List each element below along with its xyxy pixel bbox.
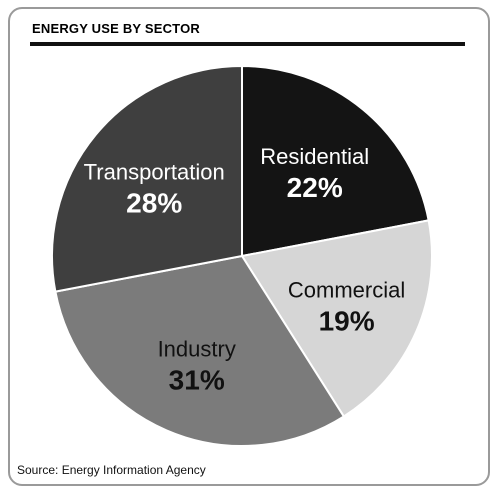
pie-slice-industry [54,255,345,447]
slice-value-industry: 31% [169,365,225,396]
slice-value-residential: 22% [287,172,343,203]
chart-title: ENERGY USE BY SECTOR [32,21,200,36]
pie-labels: Residential 22% Commercial 19% Industry 31% Tr… [84,144,406,395]
slice-value-commercial: 19% [319,305,375,336]
pie-slices [51,65,433,447]
title-rule [30,42,465,46]
slice-label-transportation: Transportation [84,159,225,184]
pie-slice-residential [241,65,430,257]
slice-label-commercial: Commercial [288,277,405,302]
source-note: Source: Energy Information Agency [17,463,206,477]
slice-label-industry: Industry [158,337,236,362]
slice-label-residential: Residential [260,144,369,169]
pie-slice-commercial [241,219,433,418]
slice-value-transportation: 28% [126,187,182,218]
pie-slice-transportation [51,65,243,293]
